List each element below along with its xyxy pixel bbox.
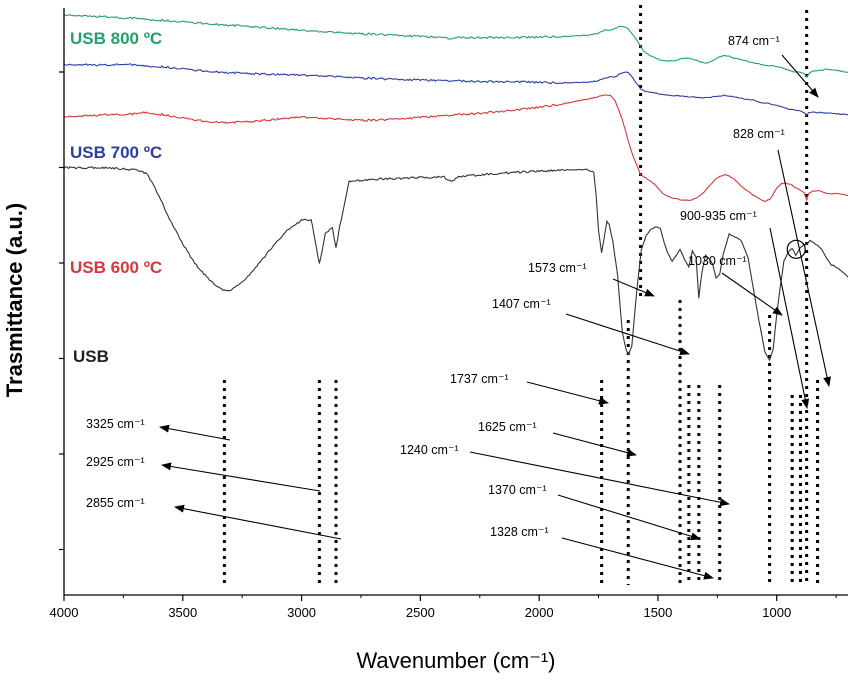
peak-arrow xyxy=(769,227,810,409)
x-axis-title: Wavenumber (cm⁻¹) xyxy=(356,648,555,673)
peak-arrow xyxy=(526,381,609,405)
marker-lines xyxy=(222,5,820,585)
peak-arrow xyxy=(552,432,637,457)
peak-label: 900-935 cm⁻¹ xyxy=(680,209,757,223)
peak-label: 1737 cm⁻¹ xyxy=(450,372,509,386)
peak-label: 874 cm⁻¹ xyxy=(728,34,780,48)
series-labels: USB 800 ºC USB 700 ºC USB 600 ºC USB xyxy=(70,29,162,366)
series-label: USB 700 ºC xyxy=(70,143,162,162)
series-label: USB 600 ºC xyxy=(70,258,162,277)
peak-arrow xyxy=(777,149,832,387)
peak-arrow xyxy=(159,424,231,441)
peak-label: 3325 cm⁻¹ xyxy=(86,417,145,431)
peak-arrow xyxy=(557,494,701,541)
peak-label: 1573 cm⁻¹ xyxy=(528,261,587,275)
series-line xyxy=(63,94,849,203)
peak-label: 1370 cm⁻¹ xyxy=(488,483,547,497)
region-circle xyxy=(786,239,806,259)
series-line xyxy=(63,63,849,117)
peak-arrow xyxy=(781,54,819,98)
peak-label: 2855 cm⁻¹ xyxy=(86,496,145,510)
peak-arrow xyxy=(565,313,690,356)
peak-arrow xyxy=(561,537,714,580)
x-tick-label: 1000 xyxy=(762,605,791,620)
x-tick-label: 2000 xyxy=(525,605,554,620)
x-tick-label: 2500 xyxy=(406,605,435,620)
peak-arrow xyxy=(469,451,730,507)
series-label: USB xyxy=(73,347,109,366)
series-label: USB 800 ºC xyxy=(70,29,162,48)
peak-arrow xyxy=(612,278,655,297)
peak-annotations: 874 cm⁻¹ 828 cm⁻¹ 900-935 cm⁻¹ 1030 cm⁻¹ 157… xyxy=(86,34,832,580)
peak-arrow xyxy=(174,504,342,540)
axes: 4000 3500 3000 2500 2000 1500 1000 xyxy=(50,8,848,620)
peak-label: 1407 cm⁻¹ xyxy=(492,297,551,311)
series-line xyxy=(63,166,849,362)
x-tick-label: 3500 xyxy=(168,605,197,620)
y-axis-title: Trasmittance (a.u.) xyxy=(2,203,27,397)
x-tick-label: 1500 xyxy=(643,605,672,620)
series-lines xyxy=(63,13,849,362)
x-tick-label: 3000 xyxy=(287,605,316,620)
peak-arrow xyxy=(161,462,321,492)
peak-label: 2925 cm⁻¹ xyxy=(86,455,145,469)
x-tick-label: 4000 xyxy=(50,605,79,620)
peak-label: 1030 cm⁻¹ xyxy=(688,254,747,268)
peak-label: 1240 cm⁻¹ xyxy=(400,443,459,457)
series-line xyxy=(63,13,849,79)
peak-arrow xyxy=(721,272,783,316)
peak-label: 1328 cm⁻¹ xyxy=(490,525,549,539)
peak-label: 828 cm⁻¹ xyxy=(733,127,785,141)
peak-label: 1625 cm⁻¹ xyxy=(478,420,537,434)
